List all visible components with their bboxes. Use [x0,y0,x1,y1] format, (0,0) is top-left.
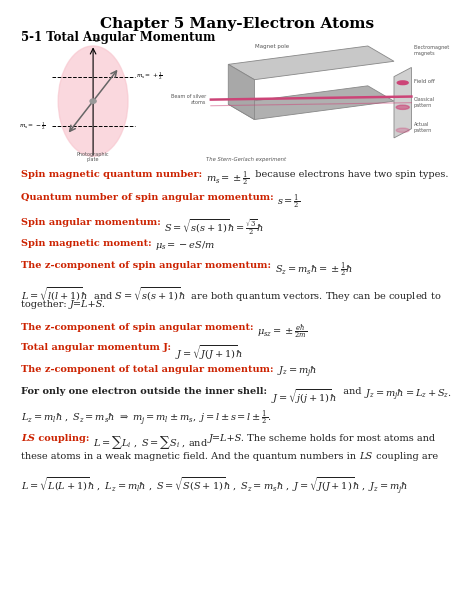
Text: $J=\sqrt{J(J+1)}\hbar$: $J=\sqrt{J(J+1)}\hbar$ [175,343,242,362]
Text: The z-component of spin angular momentum:: The z-component of spin angular momentum… [21,261,275,270]
Text: Classical
pattern: Classical pattern [414,97,435,109]
Text: $\mu_s=-eS/m$: $\mu_s=-eS/m$ [155,239,216,252]
Polygon shape [228,46,394,80]
Text: Actual
pattern: Actual pattern [414,122,432,133]
Text: and: and [337,387,365,397]
Text: coupling:: coupling: [35,434,93,443]
Text: $\mu_{sz}=\pm\frac{e\hbar}{2m}$: $\mu_{sz}=\pm\frac{e\hbar}{2m}$ [257,323,308,342]
Text: The z-component of spin angular moment:: The z-component of spin angular moment: [21,323,257,332]
Circle shape [90,99,96,103]
Text: $s=\frac{1}{2}$: $s=\frac{1}{2}$ [277,193,301,212]
Text: 5-1 Total Angular Momentum: 5-1 Total Angular Momentum [21,31,216,44]
Text: $m_s=-\frac{1}{2}$: $m_s=-\frac{1}{2}$ [19,120,46,132]
Text: For only one electron outside the inner shell:: For only one electron outside the inner … [21,387,271,397]
Text: Photographic
plate: Photographic plate [77,151,109,162]
Text: together:: together: [21,300,70,310]
Text: $L=\sum L_i\ ,\ S=\sum S_i\ $, and: $L=\sum L_i\ ,\ S=\sum S_i\ $, and [93,434,209,451]
Text: $S=\sqrt{s(s+1)}\hbar=\frac{\sqrt{3}}{2}\hbar$: $S=\sqrt{s(s+1)}\hbar=\frac{\sqrt{3}}{2}… [164,218,264,237]
Text: The scheme holds for most atoms and: The scheme holds for most atoms and [245,434,436,443]
Text: coupling are: coupling are [373,452,438,462]
Text: $S_z=m_s\hbar=\pm\frac{1}{2}\hbar$: $S_z=m_s\hbar=\pm\frac{1}{2}\hbar$ [275,261,353,280]
Text: $m_s=\pm\frac{1}{2}$: $m_s=\pm\frac{1}{2}$ [206,170,249,189]
Text: Spin angular momentum:: Spin angular momentum: [21,218,164,227]
Ellipse shape [396,105,409,109]
Text: Field off: Field off [414,78,434,84]
Text: because electrons have two spin types.: because electrons have two spin types. [249,170,448,180]
Text: $L_z=m_l\hbar\ ,\ S_z=m_s\hbar\ \Rightarrow\ m_j=m_l\pm m_s,\ j=l\pm s=l\pm\frac: $L_z=m_l\hbar\ ,\ S_z=m_s\hbar\ \Rightar… [21,409,272,428]
Ellipse shape [396,128,409,132]
Polygon shape [228,64,255,120]
Text: Beam of silver
atoms: Beam of silver atoms [171,94,207,105]
Text: these atoms in a weak magnetic field. And the quantum numbers in: these atoms in a weak magnetic field. An… [21,452,359,462]
Text: $L=\sqrt{l(l+1)}\hbar$  and $S=\sqrt{s(s+1)}\hbar$  are both quantum vectors. Th: $L=\sqrt{l(l+1)}\hbar$ and $S=\sqrt{s(s+… [21,285,442,303]
Text: Spin magnetic quantum number:: Spin magnetic quantum number: [21,170,206,180]
Text: $J_z=m_j\hbar$: $J_z=m_j\hbar$ [277,365,318,380]
Text: $z$: $z$ [94,34,100,44]
Text: LS: LS [359,452,373,462]
Text: $J_z=m_j\hbar=L_z+S_z.$: $J_z=m_j\hbar=L_z+S_z.$ [365,387,452,403]
Text: Quantum number of spin angular momentum:: Quantum number of spin angular momentum: [21,193,277,202]
Text: LS: LS [21,434,35,443]
Polygon shape [394,67,411,138]
Text: $m_s=+\frac{1}{2}$: $m_s=+\frac{1}{2}$ [136,70,163,82]
Text: $J=\sqrt{j(j+1)}\hbar$: $J=\sqrt{j(j+1)}\hbar$ [271,387,337,406]
Text: The z-component of total angular momentum:: The z-component of total angular momentu… [21,365,277,374]
Polygon shape [228,86,394,120]
Text: J=L+S.: J=L+S. [209,434,245,443]
Ellipse shape [58,46,128,156]
Text: J=L+S.: J=L+S. [70,300,106,310]
Ellipse shape [397,81,408,85]
Text: The Stern-Gerlach experiment: The Stern-Gerlach experiment [206,158,286,162]
Text: Electromagnet
magnets: Electromagnet magnets [414,45,450,56]
Text: Spin magnetic moment:: Spin magnetic moment: [21,239,155,248]
Text: Chapter 5 Many-Electron Atoms: Chapter 5 Many-Electron Atoms [100,17,374,31]
Text: $L=\sqrt{L(L+1)}\hbar\ ,\ L_z=m_l\hbar\ ,\ S=\sqrt{S(S+1)}\hbar\ ,\ S_z=m_s\hbar: $L=\sqrt{L(L+1)}\hbar\ ,\ L_z=m_l\hbar\ … [21,475,409,496]
Text: Total angular momentum J:: Total angular momentum J: [21,343,175,352]
Text: Magnet pole: Magnet pole [255,44,289,48]
